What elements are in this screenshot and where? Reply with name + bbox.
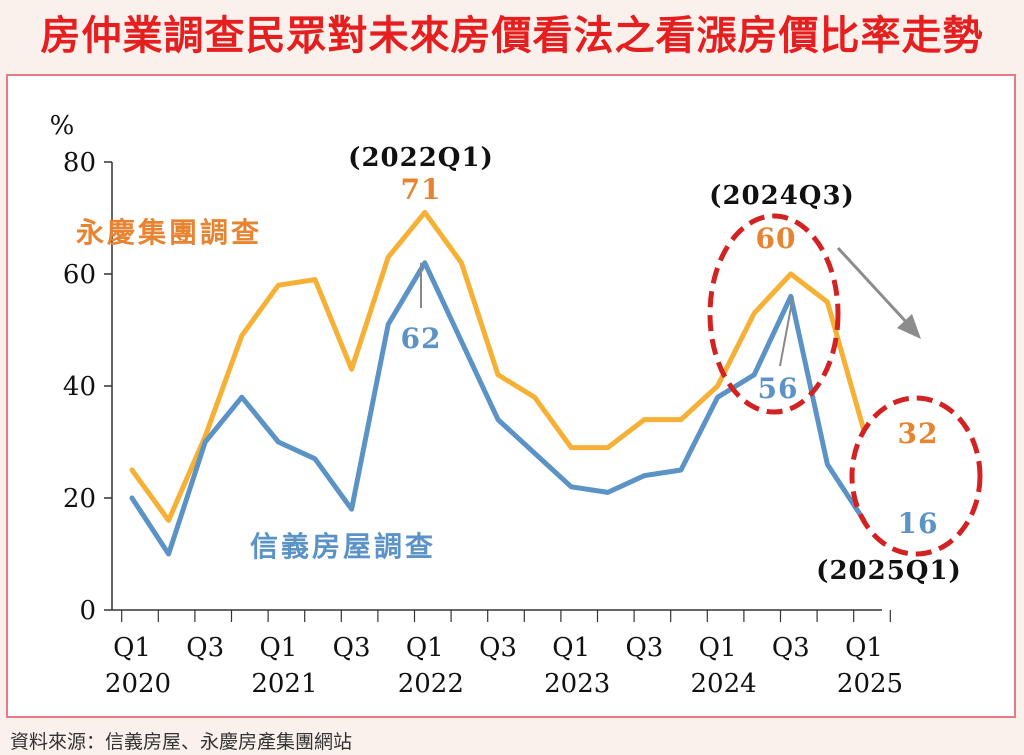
x-tick-year: 2023 bbox=[544, 669, 610, 699]
period-label-2024q3: (2024Q3) bbox=[709, 181, 855, 211]
value-label-71: 71 bbox=[401, 173, 442, 206]
y-tick-label: 40 bbox=[63, 372, 96, 402]
pointer-line bbox=[779, 296, 794, 367]
chart-frame: % 0 20 40 60 80 Q1 2020 Q3 Q1 2021 Q3 Q1 2022 Q3 Q1 20… bbox=[6, 74, 1016, 718]
value-label-62: 62 bbox=[401, 322, 442, 355]
trend-arrowhead bbox=[897, 314, 921, 339]
y-axis-label: % bbox=[50, 111, 75, 141]
x-tick-label: Q1 bbox=[845, 633, 883, 663]
highlight-circle-2025q1 bbox=[849, 395, 983, 557]
y-axis-ticks: 0 20 40 60 80 bbox=[63, 148, 112, 626]
line-chart: % 0 20 40 60 80 Q1 2020 Q3 Q1 2021 Q3 Q1 2022 Q3 Q1 20… bbox=[50, 111, 983, 699]
value-label-32: 32 bbox=[898, 417, 939, 450]
x-tick-label: Q3 bbox=[625, 633, 663, 663]
y-tick-label: 80 bbox=[63, 148, 96, 178]
value-label-60: 60 bbox=[756, 222, 797, 255]
x-tick-label: Q1 bbox=[113, 633, 151, 663]
y-tick-label: 0 bbox=[79, 596, 96, 626]
series-label-sinyi: 信義房屋調查 bbox=[250, 530, 436, 563]
x-tick-label: Q3 bbox=[772, 633, 810, 663]
x-tick-label: Q3 bbox=[333, 633, 371, 663]
x-axis-ticks: Q1 2020 Q3 Q1 2021 Q3 Q1 2022 Q3 Q1 2023 Q3 Q1 2024 Q3… bbox=[105, 610, 903, 699]
highlight-circle-2024q3 bbox=[707, 213, 841, 415]
y-tick-label: 20 bbox=[63, 484, 96, 514]
series-line-yongqing bbox=[129, 209, 867, 523]
x-tick-year: 2021 bbox=[251, 669, 317, 699]
x-tick-year: 2024 bbox=[691, 669, 757, 699]
x-tick-label: Q3 bbox=[186, 633, 224, 663]
series-lines bbox=[129, 209, 867, 557]
x-tick-label: Q1 bbox=[552, 633, 590, 663]
x-tick-label: Q1 bbox=[259, 633, 297, 663]
period-label-2022q1: (2022Q1) bbox=[348, 143, 494, 173]
series-line-sinyi bbox=[129, 260, 867, 557]
x-tick-year: 2022 bbox=[398, 669, 464, 699]
value-label-16: 16 bbox=[898, 507, 939, 540]
series-label-yongqing: 永慶集團調查 bbox=[76, 216, 262, 249]
chart-title: 房仲業調查民眾對未來房價看法之看漲房價比率走勢 bbox=[40, 12, 984, 59]
x-tick-label: Q1 bbox=[406, 633, 444, 663]
x-tick-label: Q1 bbox=[699, 633, 737, 663]
value-label-56: 56 bbox=[758, 372, 799, 405]
x-tick-year: 2020 bbox=[105, 669, 171, 699]
x-tick-year: 2025 bbox=[837, 669, 903, 699]
trend-arrow bbox=[836, 246, 910, 326]
period-label-2025q1: (2025Q1) bbox=[816, 556, 962, 586]
y-tick-label: 60 bbox=[63, 260, 96, 290]
source-note: 資料來源：信義房屋、永慶房產集團網站 bbox=[10, 731, 353, 753]
highlight-circles bbox=[707, 213, 983, 557]
x-tick-label: Q3 bbox=[479, 633, 517, 663]
